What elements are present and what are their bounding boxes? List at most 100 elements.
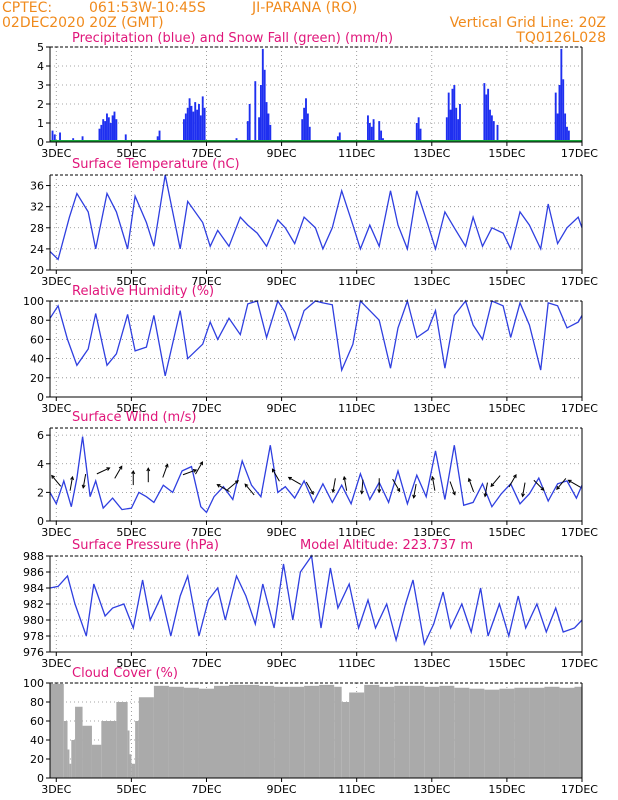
x-tick-label: 17DEC (561, 275, 598, 288)
precip-bar (558, 85, 561, 142)
x-tick-label: 9DEC (267, 275, 297, 288)
wind-arrow-shaft (484, 482, 488, 497)
header-source: CPTEC: (2, 0, 52, 16)
precip-bar (447, 92, 450, 142)
precip-bar (59, 132, 61, 142)
wind-arrow (567, 479, 581, 488)
cloud-bar (213, 685, 230, 778)
wind-arrow (377, 478, 382, 494)
wind-arrow-shaft (217, 484, 230, 493)
y-tick-label: 982 (23, 598, 44, 611)
precip-bar (566, 126, 568, 142)
y-tick-label: 40 (30, 734, 44, 747)
precip-bar (115, 119, 118, 142)
cloud-bar (394, 685, 410, 778)
wind-arrow-shaft (508, 474, 517, 488)
wind-arrow-shaft (96, 467, 110, 475)
cloud-bar (91, 744, 102, 778)
y-tick-label: 4 (37, 458, 44, 471)
header-grid-note: Vertical Grid Line: 20Z (450, 15, 606, 31)
x-tick-label: 5DEC (116, 147, 146, 160)
series-line (49, 436, 583, 514)
wind-arrow-head (287, 476, 292, 481)
wind-arrow (521, 482, 526, 498)
precip-bar (190, 105, 193, 142)
cloud-bar (409, 685, 425, 778)
y-tick-label: 24 (30, 243, 44, 256)
x-tick-label: 17DEC (561, 657, 598, 670)
x-tick-label: 11DEC (338, 147, 375, 160)
wind-arrow-shaft (82, 473, 87, 488)
wind-arrow-head (483, 493, 488, 498)
y-tick-label: 986 (23, 566, 44, 579)
cloud-bar (544, 686, 560, 778)
wind-arrow-shaft (522, 482, 526, 497)
cloud-bar (289, 686, 305, 778)
wind-arrow-head (490, 483, 495, 488)
precip-bar (248, 104, 251, 142)
precip-bar (269, 124, 272, 142)
x-tick-label: 13DEC (413, 402, 450, 415)
wind-arrow (556, 478, 567, 490)
precip-bar (196, 109, 199, 142)
x-tick-label: 13DEC (413, 657, 450, 670)
wind-arrow (81, 473, 87, 489)
precip-bar (104, 121, 107, 142)
y-tick-label: 100 (23, 295, 44, 308)
header-date: 02DEC2020 20Z (GMT) (2, 15, 164, 31)
wind-arrow-head (521, 493, 525, 498)
cloud-bar (116, 702, 128, 778)
precip-bar (81, 136, 84, 142)
wind-arrow-head (430, 475, 435, 481)
y-tick-label: 80 (30, 314, 44, 327)
wind-arrow (331, 478, 336, 494)
wind-arrow-shaft (305, 481, 314, 495)
wind-arrow (114, 465, 123, 479)
y-tick-label: 100 (23, 677, 44, 690)
wind-arrow-head (359, 490, 364, 495)
cloud-bar (229, 684, 245, 778)
x-tick-label: 15DEC (488, 657, 525, 670)
precip-bar (308, 126, 311, 142)
wind-arrow (449, 481, 456, 496)
precip-bar (303, 107, 306, 142)
y-tick-label: 978 (23, 630, 44, 643)
precip-bar (564, 113, 567, 142)
precip-bar (107, 117, 110, 142)
x-tick-label: 17DEC (561, 402, 598, 415)
precip-bar (263, 69, 266, 142)
wind-arrow-head (310, 490, 314, 496)
wind-arrow-shaft (468, 478, 475, 492)
series-line (49, 554, 583, 647)
wind-arrow (146, 467, 151, 483)
wind-arrow (216, 484, 230, 493)
cloud-bar (454, 687, 470, 778)
wind-arrow (392, 478, 401, 493)
precip-bar (455, 107, 458, 142)
header-code: TQ0126L028 (515, 30, 606, 46)
wind-arrow-head (467, 477, 472, 482)
panel-3: Surface Wind (m/s) 0 2 4 6 3DEC 5DEC 7DEC 9DEC 11… (37, 410, 598, 539)
cloud-bar (574, 686, 582, 778)
x-tick-label: 15DEC (488, 275, 525, 288)
wind-arrow-head (342, 475, 347, 481)
y-tick-label: 984 (23, 582, 44, 595)
wind-arrow-head (331, 488, 336, 494)
precip-bar (203, 107, 206, 142)
x-tick-label: 11DEC (338, 402, 375, 415)
wind-arrow-shaft (288, 477, 302, 485)
panels: Precipitation (blue) and Snow Fall (gree… (23, 31, 598, 796)
cloud-bar (469, 688, 485, 778)
x-tick-label: 11DEC (338, 783, 375, 796)
precip-bar (156, 136, 159, 142)
wind-arrow-head (234, 480, 239, 484)
cloud-bar (71, 740, 76, 778)
cloud-bar (244, 684, 260, 778)
wind-arrow-head (271, 468, 276, 473)
cloud-bar (364, 684, 380, 778)
x-tick-label: 9DEC (267, 657, 297, 670)
precip-bar (267, 113, 270, 142)
wind-arrow-head (70, 475, 75, 481)
x-tick-label: 9DEC (267, 147, 297, 160)
wind-arrow-shaft (490, 475, 501, 487)
